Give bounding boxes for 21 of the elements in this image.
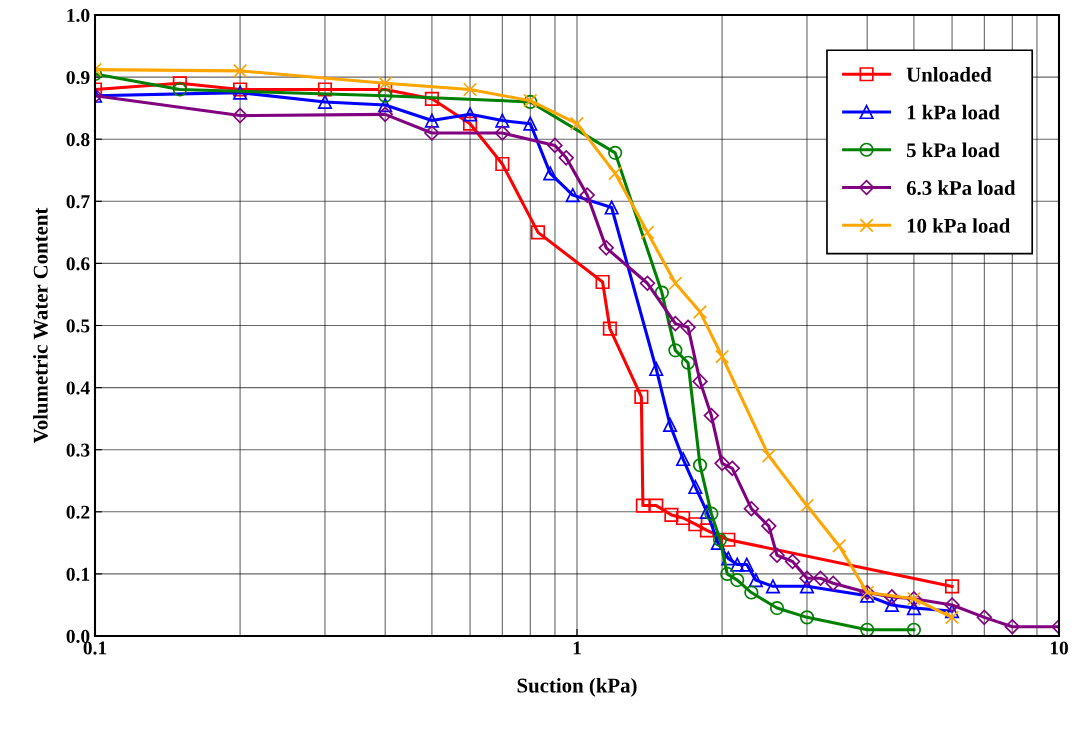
y-tick-label: 0.5 xyxy=(66,319,90,333)
legend-label: 1 kPa load xyxy=(907,104,1000,120)
x-tick-label: 0.1 xyxy=(83,641,107,655)
x-tick-label: 10 xyxy=(1050,641,1068,655)
x-tick-label: 1 xyxy=(573,641,581,655)
legend-label: 10 kPa load xyxy=(907,218,1011,233)
y-tick-label: 0.9 xyxy=(66,70,90,85)
y-tick-label: 0.4 xyxy=(66,381,90,395)
legend-label: 5 kPa load xyxy=(906,142,1000,158)
y-tick-label: 0.2 xyxy=(66,505,90,519)
legend-label: Unloaded xyxy=(906,67,992,82)
y-tick-label: 0.6 xyxy=(66,257,90,271)
x-axis-title: Suction (kPa) xyxy=(517,677,637,697)
legend-label: 6.3 kPa load xyxy=(906,180,1016,196)
y-tick-label: 0.7 xyxy=(66,195,90,209)
y-tick-label: 0.8 xyxy=(66,133,90,147)
y-tick-label: 0.3 xyxy=(66,443,90,457)
y-tick-label: 0.1 xyxy=(66,567,90,581)
y-tick-label: 0.0 xyxy=(66,629,90,644)
y-tick-label: 1.0 xyxy=(67,8,90,23)
y-axis-title: Volumetric Water Content xyxy=(33,207,48,444)
